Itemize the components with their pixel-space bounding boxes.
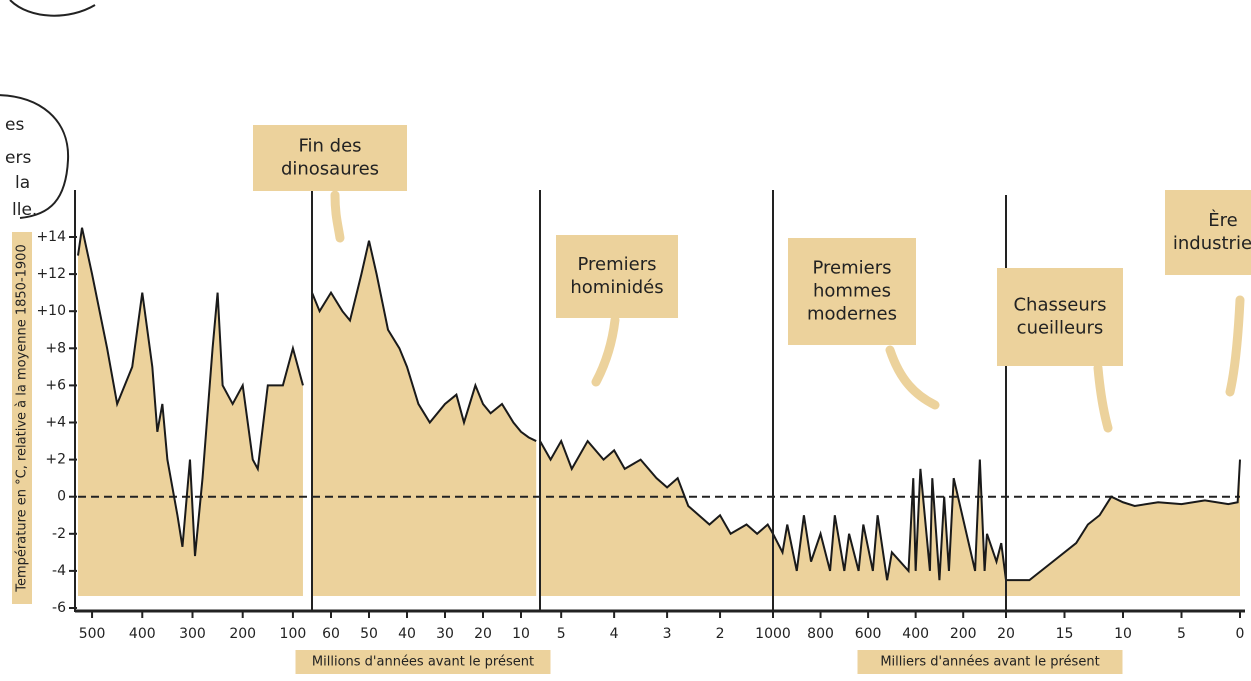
y-tick-label: +2 [45, 452, 66, 468]
x-tick-label: 100 [280, 626, 307, 642]
annotation-text: Fin des [298, 136, 361, 157]
annotation-text: Ère [1208, 209, 1237, 231]
x-tick-label: 20 [474, 626, 492, 642]
x-tick-label: 5 [557, 626, 566, 642]
x-tick-label: 50 [360, 626, 378, 642]
x-tick-label: 400 [902, 626, 929, 642]
area-fill [312, 241, 536, 596]
bubble-text: la [15, 173, 30, 193]
x-tick-label: 5 [1177, 626, 1186, 642]
illustration [10, 0, 95, 16]
x-tick-label: 2 [716, 626, 725, 642]
y-axis-label: Température en °C, relative à la moyenne… [15, 244, 30, 592]
x-tick-label: 3 [663, 626, 672, 642]
area-fill [773, 460, 1006, 596]
annotation-arrow [335, 195, 340, 238]
x-tick-label: 10 [512, 626, 530, 642]
annotation-text: dinosaures [281, 159, 379, 180]
x-tick-label: 600 [855, 626, 882, 642]
y-tick-label: -2 [52, 526, 66, 542]
y-tick-label: +14 [36, 229, 66, 245]
annotation-text: industrielle [1173, 233, 1251, 254]
y-tick-label: 0 [57, 489, 66, 505]
annotation-text: Chasseurs [1013, 295, 1106, 316]
x-tick-label: 4 [610, 626, 619, 642]
x-tick-label: 200 [229, 626, 256, 642]
x-tick-label: 200 [950, 626, 977, 642]
x-tick-label: 40 [398, 626, 416, 642]
y-tick-label: +4 [45, 415, 66, 431]
y-tick-label: -6 [52, 600, 66, 616]
x-axis-label: Millions d'années avant le présent [312, 655, 534, 670]
annotation-arrow [1098, 368, 1108, 428]
annotation-text: modernes [807, 304, 897, 325]
x-tick-label: 60 [322, 626, 340, 642]
annotation-arrow [1230, 300, 1240, 392]
x-axis-label: Milliers d'années avant le présent [880, 655, 1099, 670]
annotation-text: cueilleurs [1017, 318, 1104, 339]
annotation-arrow [890, 350, 935, 405]
bubble-text: lle. [12, 200, 37, 220]
chart: +14 +12 +10 +8 +6 +4 +2 0 -2 -4 -6 Température en °… [0, 0, 1251, 681]
x-tick-label: 30 [436, 626, 454, 642]
x-tick-label: 20 [997, 626, 1015, 642]
y-tick-label: +12 [36, 266, 66, 282]
x-tick-label: 10 [1114, 626, 1132, 642]
y-tick-label: +8 [45, 340, 66, 356]
y-tick-label: -4 [52, 563, 66, 579]
annotation-text: Premiers [577, 254, 656, 275]
y-tick-label: +10 [36, 303, 66, 319]
area-fill [78, 228, 303, 596]
page: {"chart_data": { "type": "area", "color"… [0, 0, 1251, 681]
annotation-arrow [596, 320, 615, 382]
annotation-text: Premiers [812, 258, 891, 279]
x-tick-label: 300 [179, 626, 206, 642]
annotation-text: hominidés [570, 277, 663, 298]
x-tick-label: 500 [79, 626, 106, 642]
y-tick-label: +6 [45, 377, 66, 393]
annotation-text: hommes [813, 281, 891, 302]
x-tick-label: 15 [1056, 626, 1074, 642]
bubble-text: ers [5, 148, 31, 168]
bubble-text: es [5, 115, 24, 135]
x-tick-label: 800 [807, 626, 834, 642]
x-tick-label: 0 [1236, 626, 1245, 642]
x-tick-label: 1000 [755, 626, 791, 642]
x-tick-label: 400 [129, 626, 156, 642]
area-fill [1006, 460, 1240, 596]
